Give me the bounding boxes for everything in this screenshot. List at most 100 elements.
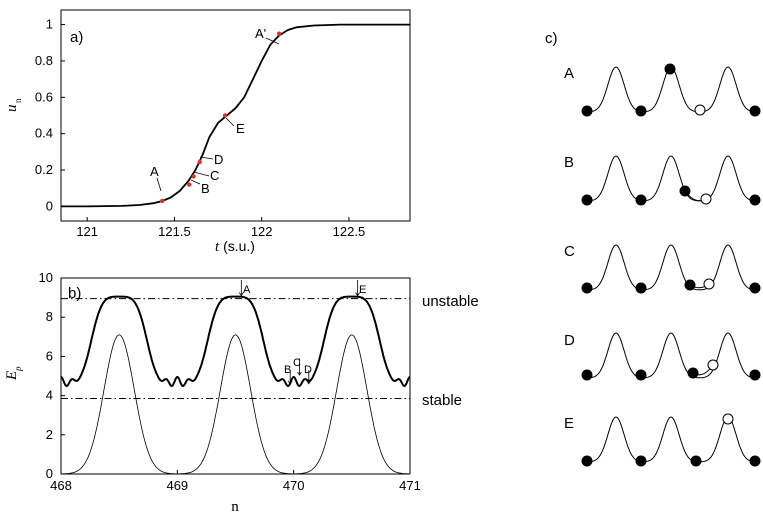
- panel-a: 121 121.5 122 122.5 0 0.2 0.4 0.6 0.8 1 a) u n t…: [4, 9, 411, 255]
- panel-c-row-label-e: E: [564, 415, 574, 432]
- panel-b-xlabel: n: [231, 499, 239, 515]
- panel-b-mark-b: B: [284, 364, 291, 376]
- unstable-label: unstable: [422, 293, 479, 310]
- particle-open: [694, 104, 706, 116]
- panel-c-row-label-c: C: [564, 243, 575, 260]
- panel-a-xlabel-units: (s.u.): [219, 238, 255, 254]
- panel-b-x-ticks: 468 469 470 471: [50, 470, 421, 493]
- panel-a-frame: [60, 9, 411, 222]
- panel-b-label: b): [68, 285, 81, 302]
- particle-filled: [749, 105, 761, 117]
- panel-a-x-axis-label: t (s.u.): [215, 238, 255, 255]
- annotation-arrow-c: [193, 171, 210, 177]
- panel-b-x-tick-label: 468: [50, 478, 72, 493]
- panel-c-row-label-d: D: [564, 332, 575, 349]
- particle-filled: [679, 185, 691, 197]
- panel-a-x-tick-label: 122.5: [333, 224, 366, 239]
- panel-a-point-c: [191, 174, 196, 179]
- particle-filled: [635, 194, 647, 206]
- particle-open: [707, 359, 719, 371]
- particle-filled: [690, 455, 702, 467]
- particle-filled: [749, 282, 761, 294]
- annotation-arrow-d: [199, 156, 214, 160]
- particle-filled: [635, 282, 647, 294]
- particle-filled: [635, 105, 647, 117]
- panel-a-y-tick-label: 0.8: [35, 53, 53, 68]
- panel-a-point-a: [160, 198, 165, 204]
- particle-filled: [581, 194, 593, 206]
- panel-b-arrowhead: [238, 292, 244, 297]
- particle-filled: [581, 455, 593, 467]
- panel-a-x-tick-label: 121: [76, 224, 98, 239]
- panel-b-thick-curve: [60, 295, 411, 388]
- panel-b-x-tick-label: 469: [166, 478, 188, 493]
- panel-b-arrowhead: [355, 292, 360, 297]
- panel-c-potential-curve: [585, 155, 757, 202]
- panel-b-mark-a: A: [243, 284, 251, 296]
- panel-a-point-d: [197, 159, 202, 165]
- panel-b-y-tick-label: 6: [46, 348, 53, 363]
- panel-a-marked-points: [160, 31, 282, 204]
- particle-filled: [687, 367, 699, 379]
- panel-a-ylabel-sub: n: [13, 98, 23, 103]
- panel-b-y-tick-label: 8: [46, 309, 53, 324]
- annotation-arrow-aprime: [265, 37, 280, 45]
- panel-a-y-tick-label: 1: [46, 17, 53, 32]
- panel-a-y-tick-label: 0.2: [35, 162, 53, 177]
- panel-c-row-label-a: A: [564, 65, 574, 82]
- panel-b-thin-curve: [61, 334, 410, 475]
- panel-b-y-axis-label: E p: [4, 366, 23, 381]
- annotation-label-d: D: [214, 152, 223, 167]
- panel-a-y-axis-label: u n: [4, 98, 23, 112]
- panel-b-y-ticks: 0 2 4 6 8 10: [39, 270, 65, 481]
- panel-a-point-b: [187, 182, 192, 187]
- panel-a-point-e: [222, 113, 228, 118]
- panel-c: c) A B C D E: [545, 30, 761, 467]
- panel-a-label: a): [70, 29, 83, 46]
- panel-a-xlabel-t: t: [215, 239, 220, 255]
- particle-filled: [581, 369, 593, 381]
- panel-c-potential-curve: [585, 416, 757, 463]
- panel-b-y-tick-label: 10: [39, 270, 53, 285]
- annotation-label-c: C: [210, 168, 219, 183]
- panel-a-annotations: [156, 37, 280, 192]
- panel-c-potential-curve: [585, 244, 757, 291]
- particle-open: [700, 193, 712, 205]
- annotation-arrow-e: [225, 117, 235, 127]
- panel-b-arrowhead: [306, 380, 312, 385]
- particle-open: [703, 278, 715, 290]
- panel-b-x-tick-label: 470: [283, 478, 305, 493]
- annotation-label-e: E: [236, 121, 245, 136]
- panel-a-y-tick-label: 0: [46, 198, 53, 213]
- particle-filled: [684, 279, 696, 291]
- panel-b-arrowhead: [287, 380, 293, 385]
- panel-b-mark-e: E: [359, 284, 366, 296]
- panel-a-x-tick-label: 122: [251, 224, 273, 239]
- panel-c-row-label-b: B: [564, 154, 574, 171]
- panel-b-y-tick-label: 2: [46, 427, 53, 442]
- particle-filled: [635, 455, 647, 467]
- panel-a-point-aprime: [276, 31, 282, 36]
- panel-b-ylabel-sub: p: [13, 366, 23, 372]
- annotation-label-b: B: [201, 181, 210, 196]
- panel-b-y-tick-label: 0: [46, 466, 53, 481]
- panel-b-mark-d: D: [304, 364, 312, 376]
- panel-a-y-tick-label: 0.6: [35, 89, 53, 104]
- particle-filled: [581, 282, 593, 294]
- annotation-arrow-b: [190, 179, 201, 185]
- particle-open: [722, 413, 734, 425]
- panel-b-arrowhead: [297, 371, 302, 376]
- panel-c-potential-curve: [585, 332, 757, 379]
- panel-a-y-ticks: 0 0.2 0.4 0.6 0.8 1: [35, 17, 65, 213]
- panel-b-frame: [60, 277, 411, 475]
- panel-a-y-tick-label: 0.4: [35, 126, 53, 141]
- annotation-label-a: A: [150, 164, 159, 179]
- annotation-arrow-a: [156, 177, 162, 192]
- panel-a-x-tick-label: 121.5: [158, 224, 191, 239]
- particle-filled: [749, 455, 761, 467]
- particle-filled: [749, 369, 761, 381]
- panel-b-ylabel: E: [4, 371, 20, 381]
- panel-c-potential-rows: [581, 63, 761, 467]
